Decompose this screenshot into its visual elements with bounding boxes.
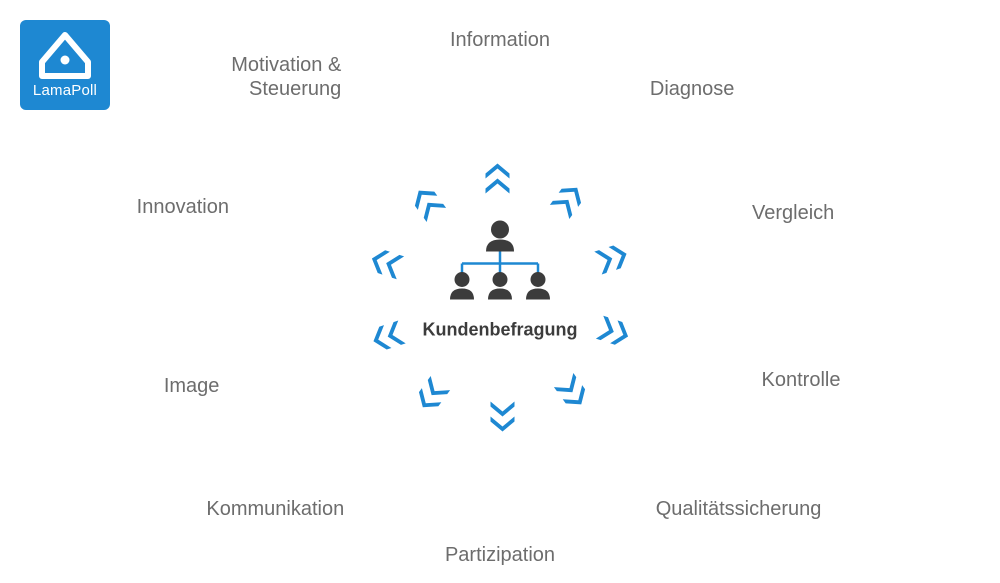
spoke-label: Kommunikation (206, 497, 344, 521)
spoke-arrow-icon (405, 370, 454, 420)
spoke-arrow-icon (363, 238, 408, 282)
spoke-label: Image (164, 374, 220, 398)
spoke-label: Diagnose (650, 77, 735, 101)
spoke-label: Innovation (137, 195, 229, 219)
central-org-icon (440, 218, 560, 313)
spoke-label: Partizipation (445, 543, 555, 567)
spoke-arrow-icon (592, 312, 637, 356)
spoke-label: Qualitätssicherung (656, 497, 822, 521)
brand-logo-mark (38, 32, 92, 80)
spoke-label: Kontrolle (762, 368, 841, 392)
spoke-label: Vergleich (752, 201, 834, 225)
spoke-label: Motivation & Steuerung (231, 53, 341, 101)
spoke-arrow-icon (546, 370, 595, 420)
brand-logo-text: LamaPoll (33, 82, 97, 99)
spoke-arrow-icon (483, 160, 518, 196)
spoke-label: Information (450, 28, 550, 52)
spoke-arrow-icon (363, 312, 408, 356)
brand-logo: LamaPoll (20, 20, 110, 110)
spoke-arrow-icon (592, 238, 637, 282)
diagram-stage: LamaPoll (0, 0, 1000, 583)
center-label: Kundenbefragung (423, 320, 578, 341)
spoke-arrow-icon (483, 400, 518, 436)
